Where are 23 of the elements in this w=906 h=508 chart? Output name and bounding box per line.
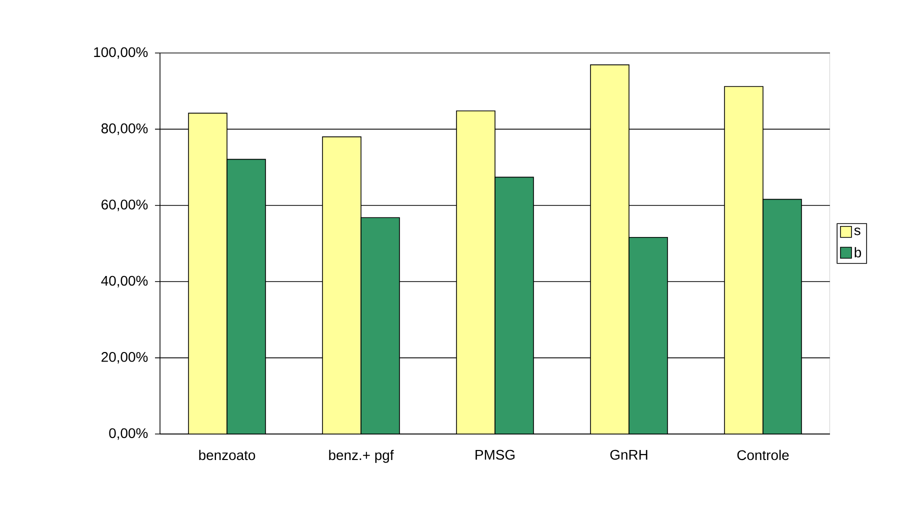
y-tick-label: 60,00% — [102, 200, 148, 212]
bar — [724, 86, 764, 434]
y-tick-label: 100,00% — [94, 47, 148, 59]
x-tick-label: GnRH — [610, 450, 648, 460]
x-tick-label: benzoato — [199, 450, 256, 460]
y-tick-label: 0,00% — [109, 428, 148, 440]
x-tick-label: benz.+ pgf — [329, 450, 394, 463]
bar — [590, 64, 630, 434]
y-tick-label: 80,00% — [101, 123, 148, 135]
bar — [456, 110, 496, 434]
bar — [360, 217, 400, 434]
bar — [762, 198, 802, 434]
bar — [188, 112, 228, 434]
legend-label: b — [854, 247, 862, 258]
bar — [226, 158, 266, 434]
y-tick-label: 20,00% — [102, 352, 148, 364]
legend-label: s — [854, 228, 860, 236]
bar — [322, 136, 362, 434]
x-tick-label: PMSG — [476, 450, 515, 460]
x-tick-label: Controle — [737, 450, 789, 460]
bar — [494, 176, 534, 434]
y-tick-label: 40,00% — [101, 276, 148, 288]
bar — [628, 237, 668, 434]
